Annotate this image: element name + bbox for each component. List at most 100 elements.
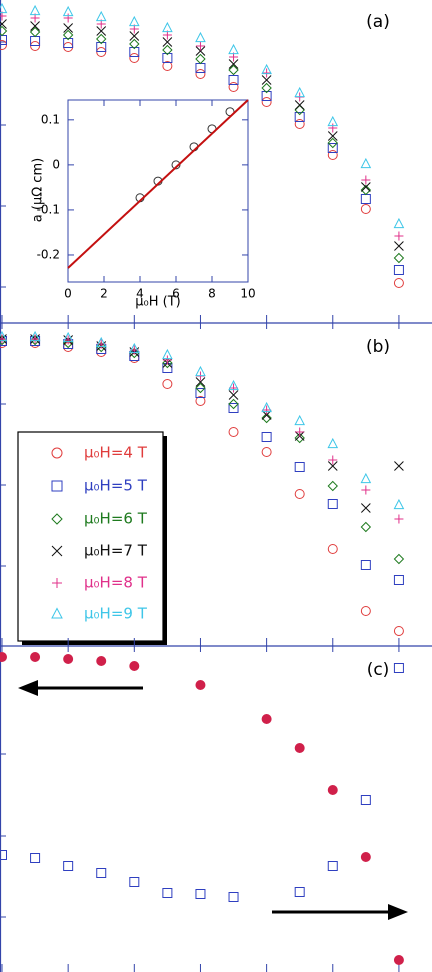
y-tick-label: -0.1 [37,202,60,216]
marker-dot [30,652,41,662]
marker-triangle [327,437,339,449]
marker-circle [129,53,140,63]
y-tick-label: -0.2 [37,247,60,261]
marker-plus [162,355,172,365]
marker-plus [30,334,40,344]
marker-diamond [228,64,239,76]
marker-dot [327,785,338,795]
marker-triangle [360,157,372,169]
marker-square [294,887,305,897]
marker-triangle [195,365,206,377]
marker-x [195,377,206,387]
marker-square [228,403,239,413]
marker-diamond [96,33,107,45]
panel-label: (a) [366,12,390,32]
marker-circle [228,82,239,92]
marker-triangle [162,21,173,33]
marker-triangle [0,2,8,14]
marker-plus [394,514,404,524]
marker-circle [171,160,181,170]
marker-triangle [62,5,74,17]
marker-x [63,23,74,33]
arrow-left [18,680,143,696]
marker-square [63,38,74,48]
marker-triangle [393,217,405,229]
marker-diamond [0,25,8,37]
legend-label: μ₀H=8 T [84,574,148,592]
marker-triangle [162,348,173,360]
marker-plus [63,335,73,345]
marker-dot [63,654,74,664]
marker-triangle [62,331,74,343]
x-tick-label: 2 [100,287,108,301]
marker-dot [129,661,140,671]
marker-square [162,53,173,63]
legend-label: μ₀H=7 T [84,542,148,560]
marker-x [0,19,7,29]
legend-label: μ₀H=6 T [84,510,148,528]
marker-square [261,91,272,101]
marker-triangle [95,336,107,348]
marker-triangle [228,379,239,391]
marker-diamond [129,347,140,359]
legend-symbol [51,545,63,557]
marker-diamond [393,553,405,565]
marker-plus [361,175,371,185]
marker-triangle [327,115,339,127]
marker-x [162,37,173,47]
marker-square [129,877,140,887]
marker-diamond [360,184,372,196]
marker-diamond [129,38,140,50]
marker-triangle [29,330,41,342]
legend-symbol [52,578,62,588]
marker-square [327,499,338,509]
marker-square [393,265,404,275]
legend-symbol [51,447,63,459]
legend-box [17,431,164,642]
marker-circle [261,97,272,107]
y-tick-label: 0 [52,157,60,171]
marker-x [360,182,371,192]
legend-label: μ₀H=4 T [84,444,148,462]
marker-triangle [261,63,272,75]
marker-triangle [228,43,239,55]
inset-frame [67,99,249,283]
panel-label: (c) [367,660,390,680]
marker-circle [294,119,305,129]
marker-square [393,575,404,585]
marker-circle [162,61,173,71]
marker-square [162,888,173,898]
x-tick-label: 10 [240,287,255,301]
marker-diamond [195,53,206,65]
x-tick-label: 8 [208,287,216,301]
marker-triangle [393,498,405,510]
marker-triangle [294,86,306,98]
marker-circle [294,489,305,499]
inset-y-label: a (μΩ cm) [31,158,46,222]
marker-diamond [360,521,372,533]
marker-x [394,461,404,471]
marker-triangle [360,472,372,484]
x-tick-label: 4 [136,287,144,301]
marker-x [228,390,239,400]
marker-triangle [128,342,140,354]
marker-plus [262,405,272,415]
fit-line [67,99,249,269]
marker-circle [393,278,404,288]
marker-circle [360,204,371,214]
marker-diamond [96,341,107,353]
arrow-right [272,904,408,920]
marker-square [96,868,107,878]
marker-diamond [195,382,206,394]
marker-plus [328,123,338,133]
marker-dot [0,652,7,662]
marker-dot [294,743,305,753]
panel-label: (b) [366,337,390,357]
marker-dot [393,955,404,965]
y-tick-label: 0.1 [41,112,60,126]
marker-square [393,663,404,673]
marker-diamond [294,432,305,444]
marker-square [294,112,305,122]
marker-x [129,31,140,41]
